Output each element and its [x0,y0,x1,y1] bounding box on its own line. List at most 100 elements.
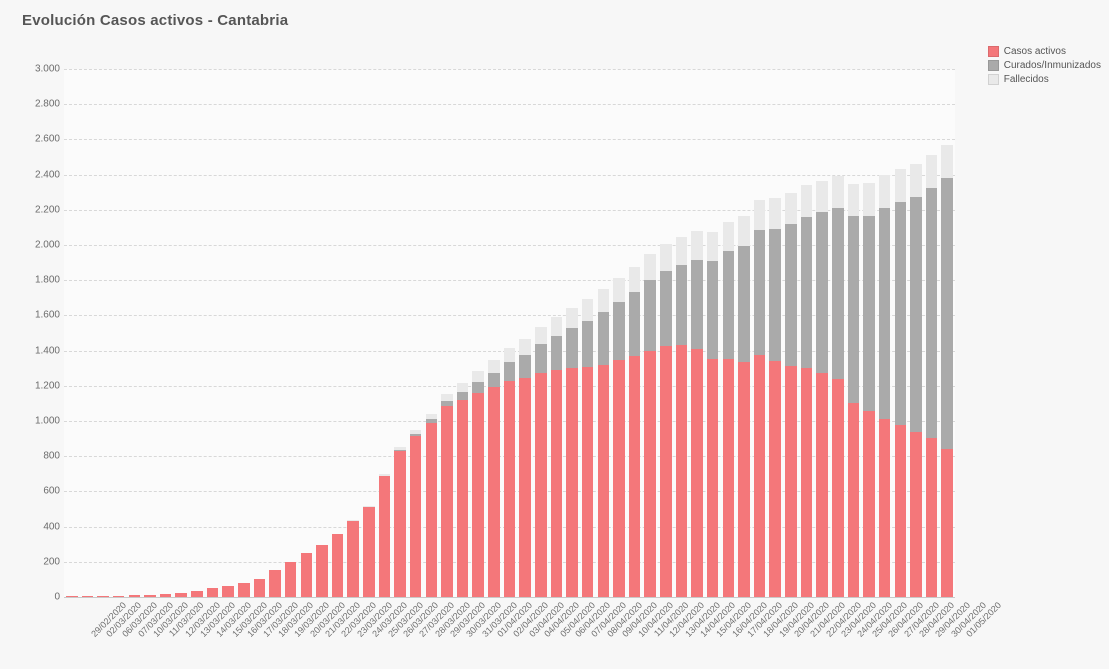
bar-stack[interactable] [878,69,891,597]
bar-segment[interactable] [660,270,672,347]
bar-segment[interactable] [488,372,500,387]
bar-segment[interactable] [597,289,610,312]
bar-stack[interactable] [253,69,266,597]
bar-stack[interactable] [300,69,313,597]
bar-stack[interactable] [738,69,750,597]
bar-segment[interactable] [831,208,844,379]
bar-segment[interactable] [831,378,844,597]
bar-segment[interactable] [785,192,797,224]
bar-stack[interactable] [269,69,281,597]
bar-segment[interactable] [253,579,266,597]
bar-segment[interactable] [675,345,688,597]
bar-segment[interactable] [597,364,610,597]
bar-stack[interactable] [628,69,641,597]
bar-segment[interactable] [534,344,547,373]
bar-segment[interactable] [112,596,125,597]
bar-stack[interactable] [613,69,625,597]
bar-segment[interactable] [503,347,516,363]
bar-segment[interactable] [691,231,703,260]
bar-segment[interactable] [925,154,938,188]
bar-segment[interactable] [441,393,453,401]
bar-segment[interactable] [847,183,860,216]
bar-segment[interactable] [910,197,922,432]
bar-segment[interactable] [503,380,516,597]
bar-segment[interactable] [519,377,531,597]
bar-segment[interactable] [175,592,188,597]
bar-segment[interactable] [925,437,938,597]
bar-segment[interactable] [628,266,641,292]
bar-stack[interactable] [425,69,438,597]
bar-segment[interactable] [706,231,719,261]
bar-segment[interactable] [675,237,688,266]
bar-segment[interactable] [316,545,328,597]
bar-stack[interactable] [863,69,875,597]
bar-stack[interactable] [222,69,234,597]
bar-stack[interactable] [675,69,688,597]
bar-stack[interactable] [941,69,953,597]
bar-stack[interactable] [112,69,125,597]
bar-segment[interactable] [925,187,938,438]
bar-segment[interactable] [347,519,359,521]
bar-segment[interactable] [628,291,641,356]
bar-segment[interactable] [394,450,406,451]
bar-segment[interactable] [363,506,375,508]
bar-segment[interactable] [472,392,485,597]
bar-segment[interactable] [863,215,875,412]
bar-segment[interactable] [894,168,907,202]
bar-segment[interactable] [831,176,844,209]
bar-segment[interactable] [159,594,172,597]
bar-segment[interactable] [472,382,485,393]
bar-segment[interactable] [550,369,563,597]
bar-segment[interactable] [941,449,953,597]
bar-stack[interactable] [284,69,297,597]
bar-segment[interactable] [81,596,94,597]
bar-segment[interactable] [206,588,219,597]
bar-stack[interactable] [597,69,610,597]
bar-segment[interactable] [519,338,531,355]
bar-segment[interactable] [331,533,344,597]
bar-segment[interactable] [644,254,656,281]
bar-segment[interactable] [691,348,703,597]
bar-segment[interactable] [941,144,953,179]
bar-segment[interactable] [441,406,453,597]
bar-segment[interactable] [566,307,578,328]
bar-segment[interactable] [409,430,422,435]
bar-segment[interactable] [222,586,234,597]
bar-stack[interactable] [206,69,219,597]
bar-segment[interactable] [363,507,375,597]
bar-stack[interactable] [488,69,500,597]
bar-segment[interactable] [425,422,438,597]
bar-stack[interactable] [97,69,109,597]
bar-segment[interactable] [753,230,766,355]
bar-stack[interactable] [191,69,203,597]
bar-segment[interactable] [425,419,438,423]
bar-stack[interactable] [831,69,844,597]
bar-segment[interactable] [706,358,719,597]
bar-stack[interactable] [644,69,656,597]
bar-stack[interactable] [316,69,328,597]
legend-item-fallecidos[interactable]: Fallecidos [987,73,1101,86]
bar-segment[interactable] [581,367,594,597]
legend-item-casos-activos[interactable]: Casos activos [987,45,1101,58]
bar-segment[interactable] [581,299,594,321]
bar-segment[interactable] [863,183,875,216]
bar-stack[interactable] [363,69,375,597]
bar-stack[interactable] [691,69,703,597]
bar-segment[interactable] [566,327,578,369]
bar-stack[interactable] [722,69,735,597]
bar-segment[interactable] [456,382,469,392]
bar-segment[interactable] [269,569,281,597]
bar-segment[interactable] [878,175,891,209]
bar-segment[interactable] [769,361,782,597]
bar-segment[interactable] [128,595,141,597]
bar-segment[interactable] [878,419,891,597]
bar-segment[interactable] [613,278,625,303]
bar-segment[interactable] [488,359,500,373]
bar-segment[interactable] [863,411,875,597]
bar-stack[interactable] [519,69,531,597]
bar-segment[interactable] [441,400,453,407]
bar-stack[interactable] [706,69,719,597]
bar-segment[interactable] [722,251,735,360]
bar-segment[interactable] [472,371,485,383]
bar-segment[interactable] [675,265,688,346]
